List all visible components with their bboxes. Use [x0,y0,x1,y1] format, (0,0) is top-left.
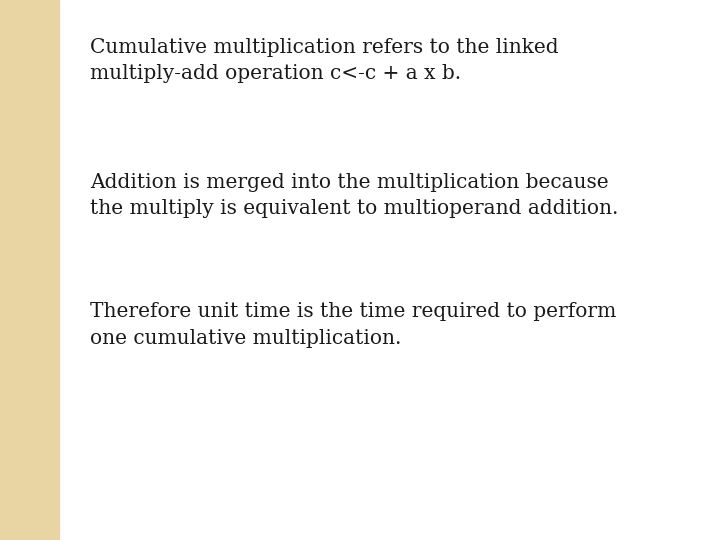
Bar [0,0,59,540]
Text: Addition is merged into the multiplication because
the multiply is equivalent to: Addition is merged into the multiplicati… [90,173,618,218]
Text: Therefore unit time is the time required to perform
one cumulative multiplicatio: Therefore unit time is the time required… [90,302,616,348]
Text: Cumulative multiplication refers to the linked
multiply-add operation c<-c + a x: Cumulative multiplication refers to the … [90,38,559,83]
